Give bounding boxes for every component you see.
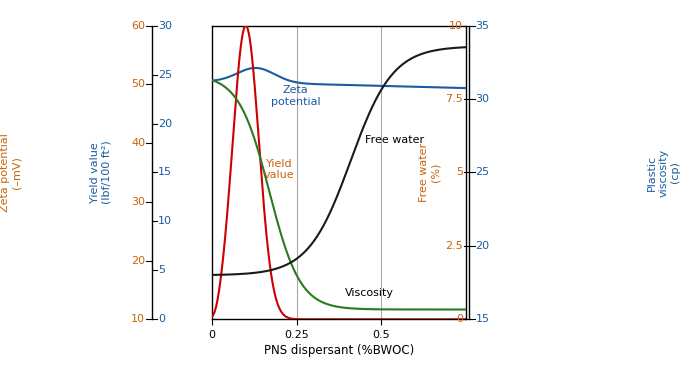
- Text: 40: 40: [131, 138, 145, 148]
- Text: 30: 30: [475, 94, 489, 104]
- Text: 20: 20: [475, 241, 489, 251]
- Text: 20: 20: [158, 119, 172, 128]
- Text: Yield
value: Yield value: [264, 159, 295, 180]
- Text: 25: 25: [475, 167, 489, 178]
- Text: 5: 5: [456, 167, 463, 178]
- Text: 20: 20: [131, 255, 145, 266]
- Text: 30: 30: [158, 21, 172, 31]
- Text: Free water: Free water: [365, 135, 424, 145]
- Text: 0: 0: [456, 314, 463, 324]
- Text: Yield value
(lbf/100 ft²): Yield value (lbf/100 ft²): [90, 141, 112, 204]
- Text: 60: 60: [131, 21, 145, 31]
- Text: Free water
(%): Free water (%): [418, 143, 441, 202]
- Text: 10: 10: [131, 314, 145, 324]
- Text: 0: 0: [158, 314, 165, 324]
- Text: 10: 10: [158, 217, 172, 226]
- Text: Plastic
viscosity
(cp): Plastic viscosity (cp): [647, 148, 680, 197]
- Text: Zeta potential
(–mV): Zeta potential (–mV): [0, 133, 22, 212]
- Text: 7.5: 7.5: [445, 94, 463, 104]
- Text: Viscosity: Viscosity: [345, 288, 394, 298]
- Text: 35: 35: [475, 21, 489, 31]
- Text: 5: 5: [158, 265, 165, 275]
- Text: 15: 15: [158, 167, 172, 178]
- Text: Zeta
potential: Zeta potential: [271, 86, 320, 107]
- Text: 30: 30: [131, 197, 145, 207]
- Text: 50: 50: [131, 79, 145, 90]
- Text: 15: 15: [475, 314, 489, 324]
- Text: 2.5: 2.5: [445, 241, 463, 251]
- X-axis label: PNS dispersant (%BWOC): PNS dispersant (%BWOC): [263, 344, 414, 357]
- Text: 25: 25: [158, 70, 172, 80]
- Text: 10: 10: [449, 21, 463, 31]
